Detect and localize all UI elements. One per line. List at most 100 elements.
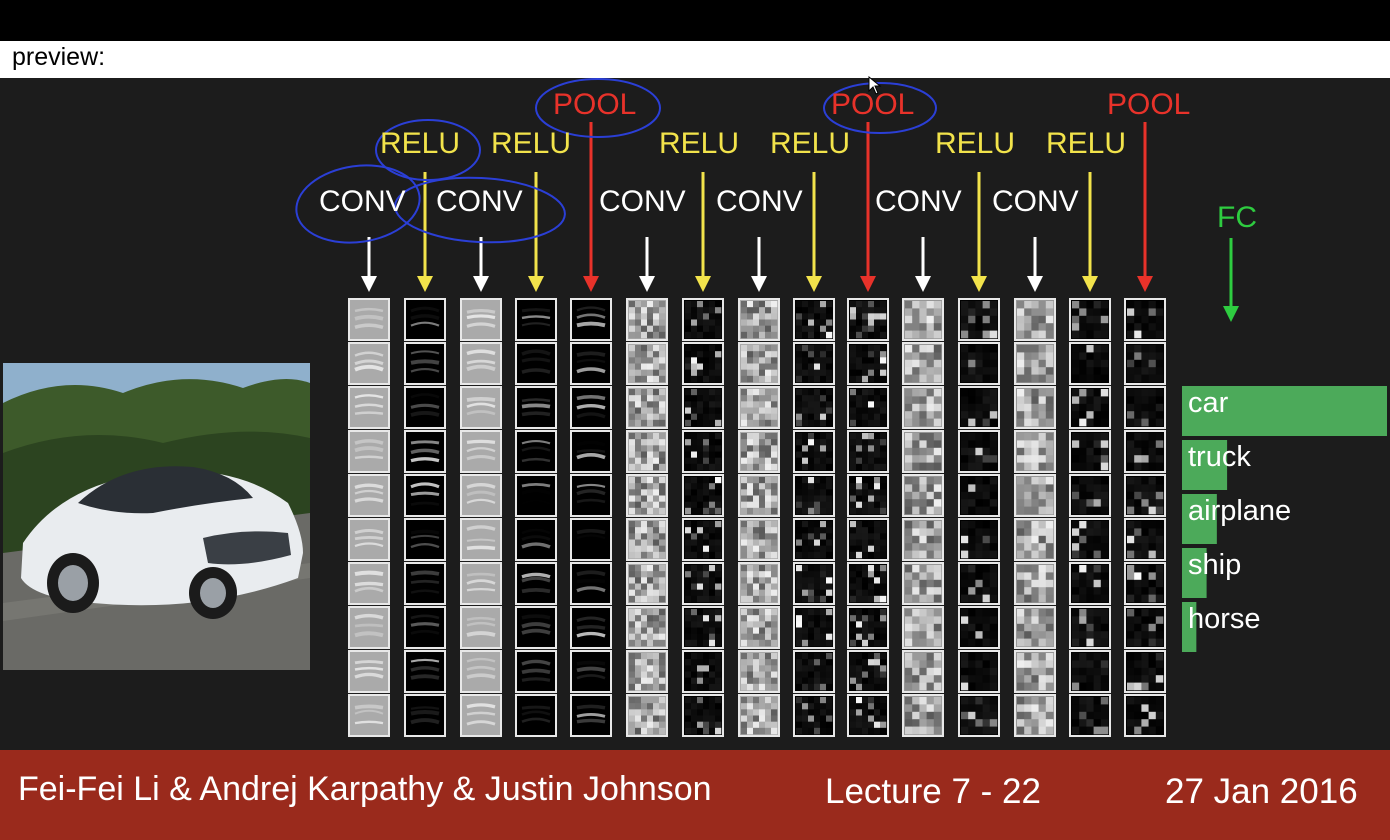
feature-map-tile: [682, 606, 724, 649]
feature-map-tile: [570, 518, 612, 561]
feature-map-tile: [793, 650, 835, 693]
preview-bar: [0, 41, 1390, 78]
feature-map-tile: [1014, 430, 1056, 473]
feature-map-tile: [902, 430, 944, 473]
feature-map-tile: [847, 518, 889, 561]
op-label-conv: CONV: [992, 185, 1079, 218]
feature-map-tile: [404, 430, 446, 473]
fc-label: FC: [1217, 201, 1257, 234]
class-label-car: car: [1188, 387, 1229, 419]
feature-map-tile: [847, 474, 889, 517]
feature-map-tile: [404, 562, 446, 605]
feature-map-tile: [460, 298, 502, 341]
feature-map-tile: [1069, 518, 1111, 561]
feature-map-tile: [902, 606, 944, 649]
op-label-conv: CONV: [319, 185, 406, 218]
feature-map-tile: [958, 430, 1000, 473]
feature-map-tile: [682, 474, 724, 517]
feature-map-tile: [1124, 386, 1166, 429]
feature-map-tile: [1069, 694, 1111, 737]
feature-map-tile: [404, 606, 446, 649]
feature-map-tile: [958, 386, 1000, 429]
feature-map-tile: [515, 606, 557, 649]
feature-map-tile: [348, 298, 390, 341]
score-bar-car: [1182, 386, 1387, 436]
top-black-bar: [0, 0, 1390, 41]
feature-map-tile: [1124, 694, 1166, 737]
class-label-truck: truck: [1188, 441, 1251, 473]
op-label-conv: CONV: [875, 185, 962, 218]
feature-map-tile: [348, 562, 390, 605]
feature-map-tile: [1014, 606, 1056, 649]
feature-map-tile: [738, 342, 780, 385]
feature-map-tile: [793, 606, 835, 649]
feature-map-tile: [1014, 298, 1056, 341]
op-label-relu: RELU: [770, 127, 851, 160]
feature-map-tile: [902, 298, 944, 341]
feature-map-tile: [847, 650, 889, 693]
feature-map-tile: [1069, 298, 1111, 341]
op-label-pool: POOL: [1107, 88, 1191, 121]
feature-map-tile: [902, 650, 944, 693]
feature-map-tile: [626, 562, 668, 605]
feature-map-tile: [793, 518, 835, 561]
footer-lecture: Lecture 7 - 22: [825, 772, 1041, 811]
feature-map-tile: [847, 562, 889, 605]
feature-map-tile: [1124, 518, 1166, 561]
feature-map-tile: [348, 694, 390, 737]
feature-map-tile: [570, 298, 612, 341]
feature-map-tile: [570, 650, 612, 693]
feature-map-tile: [460, 650, 502, 693]
feature-map-tile: [626, 606, 668, 649]
arrow-head-conv: [751, 276, 767, 292]
feature-map-tile: [1014, 518, 1056, 561]
feature-map-tile: [682, 430, 724, 473]
feature-map-tile: [626, 342, 668, 385]
feature-map-tile: [404, 386, 446, 429]
feature-map-tile: [348, 650, 390, 693]
feature-map-tile: [460, 342, 502, 385]
feature-map-tile: [682, 298, 724, 341]
feature-map-tile: [570, 694, 612, 737]
fc-arrow-head: [1223, 306, 1239, 322]
feature-map-tile: [515, 386, 557, 429]
feature-map-tile: [902, 342, 944, 385]
class-label-horse: horse: [1188, 603, 1261, 635]
feature-map-tile: [1014, 650, 1056, 693]
feature-map-tile: [1124, 298, 1166, 341]
feature-map-tile: [348, 474, 390, 517]
arrow-head-relu: [695, 276, 711, 292]
feature-map-tile: [348, 386, 390, 429]
feature-map-tile: [793, 694, 835, 737]
score-bar-horse: [1182, 602, 1197, 652]
feature-map-tile: [348, 518, 390, 561]
arrow-head-conv: [1027, 276, 1043, 292]
feature-map-tile: [515, 518, 557, 561]
annotation-circle-relu: [375, 119, 481, 181]
feature-map-tile: [404, 298, 446, 341]
feature-map-tile: [515, 650, 557, 693]
feature-map-tile: [1124, 342, 1166, 385]
score-bar-airplane: [1182, 494, 1217, 544]
mouse-cursor-icon: [868, 75, 882, 101]
feature-map-tile: [570, 386, 612, 429]
op-label-relu: RELU: [491, 127, 572, 160]
annotation-circle-conv2: [394, 176, 566, 244]
feature-map-tile: [626, 430, 668, 473]
feature-map-tile: [847, 430, 889, 473]
feature-map-tile: [958, 342, 1000, 385]
feature-map-tile: [460, 430, 502, 473]
feature-map-tile: [682, 342, 724, 385]
feature-map-tile: [738, 518, 780, 561]
feature-map-tile: [1069, 430, 1111, 473]
op-label-conv: CONV: [436, 185, 523, 218]
feature-map-tile: [793, 474, 835, 517]
class-label-ship: ship: [1188, 549, 1242, 581]
feature-map-tile: [1069, 562, 1111, 605]
feature-map-tile: [1014, 562, 1056, 605]
feature-map-tile: [460, 474, 502, 517]
feature-map-tile: [626, 386, 668, 429]
feature-map-tile: [460, 386, 502, 429]
feature-map-tile: [1014, 386, 1056, 429]
